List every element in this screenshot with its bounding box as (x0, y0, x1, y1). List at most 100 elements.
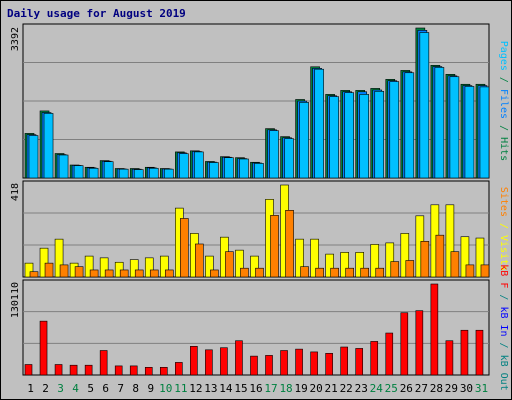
kb-bar-kb-f-day-3 (54, 364, 63, 376)
day-label-9: 9 (147, 382, 154, 395)
kb-bar-kb-f-day-23 (355, 348, 364, 376)
day-label-12: 12 (189, 382, 202, 395)
visits-bar-sites-day-13 (210, 269, 219, 278)
visits-bar-sites-day-14 (225, 251, 234, 278)
visits-bar-sites-day-15 (240, 267, 249, 278)
hits-bar-pages-day-20 (314, 68, 324, 179)
day-label-21: 21 (325, 382, 338, 395)
day-label-7: 7 (117, 382, 124, 395)
visits-bar-sites-day-17 (270, 215, 279, 278)
visits-bar-sites-day-18 (285, 210, 294, 278)
visits-bar-visits-day-13 (205, 255, 214, 278)
visits-bar-sites-day-22 (345, 267, 354, 278)
kb-bar-kb-f-day-22 (340, 346, 348, 376)
day-label-18: 18 (279, 382, 292, 395)
hits-bar-pages-day-25 (389, 81, 400, 179)
visits-ymax-label: 418 (10, 183, 21, 201)
hits-bar-pages-day-8 (133, 169, 144, 179)
hits-bar-pages-day-17 (269, 130, 279, 179)
kb-bar-kb-f-day-12 (190, 346, 198, 376)
kb-bar-kb-f-day-29 (445, 340, 454, 376)
kb-bar-kb-f-day-18 (280, 350, 288, 376)
day-label-5: 5 (87, 382, 94, 395)
kb-bar-kb-f-day-11 (175, 362, 183, 376)
hits-bar-pages-day-1 (28, 135, 39, 179)
kb-side-label-part: / (498, 288, 509, 306)
day-label-8: 8 (132, 382, 139, 395)
day-label-10: 10 (159, 382, 172, 395)
visits-side-label: Sites / Visits (498, 187, 509, 271)
day-label-26: 26 (400, 382, 413, 395)
day-label-15: 15 (234, 382, 247, 395)
hits-side-label-part: Files (498, 89, 509, 119)
visits-bar-visits-day-30 (460, 236, 470, 278)
hits-ymax-label: 3392 (10, 27, 21, 51)
visits-bar-visits-day-2 (39, 247, 49, 278)
hits-bar-pages-day-3 (58, 154, 69, 179)
visits-bar-visits-day-5 (84, 255, 94, 278)
visits-bar-sites-day-4 (74, 266, 84, 278)
day-label-3: 3 (57, 382, 64, 395)
visits-bar-sites-day-2 (44, 262, 54, 278)
hits-bar-pages-day-27 (419, 32, 430, 179)
kb-bar-kb-f-day-26 (400, 312, 409, 376)
visits-bar-sites-day-25 (390, 261, 400, 278)
visits-bar-visits-day-21 (325, 253, 334, 278)
visits-bar-visits-day-23 (355, 252, 365, 278)
hits-side-label: Pages / Files / Hits (498, 41, 509, 161)
day-label-19: 19 (294, 382, 307, 395)
hits-bar-pages-day-31 (479, 86, 490, 179)
visits-side-label-part: Visits (498, 235, 509, 271)
hits-side-label-part: / (498, 71, 509, 89)
hits-bar-pages-day-28 (434, 67, 445, 179)
visits-bar-sites-day-28 (435, 234, 445, 278)
kb-bar-kb-f-day-16 (250, 355, 258, 376)
hits-bar-pages-day-11 (179, 153, 189, 179)
hits-bar-pages-day-5 (88, 167, 99, 179)
kb-side-label-part: kB In (498, 306, 509, 336)
kb-bar-kb-f-day-1 (24, 364, 33, 376)
day-label-28: 28 (430, 382, 443, 395)
kb-bar-kb-f-day-21 (325, 353, 333, 376)
visits-bar-visits-day-3 (54, 238, 64, 278)
visits-bar-visits-day-19 (295, 238, 304, 278)
day-label-4: 4 (72, 382, 79, 395)
visits-bar-sites-day-21 (330, 267, 339, 278)
kb-bar-kb-f-day-13 (205, 349, 213, 376)
kb-bar-kb-f-day-15 (235, 340, 243, 376)
visits-bar-sites-day-1 (29, 271, 39, 278)
day-label-25: 25 (385, 382, 398, 395)
kb-side-label-part: kB Out (498, 355, 509, 391)
visits-bar-sites-day-3 (59, 264, 69, 278)
visits-bar-visits-day-31 (475, 237, 485, 278)
kb-bar-kb-f-day-6 (99, 350, 108, 376)
hits-bar-pages-day-30 (464, 86, 475, 179)
hits-bar-pages-day-4 (73, 165, 84, 179)
visits-bar-sites-day-23 (360, 267, 370, 278)
hits-bar-pages-day-21 (329, 96, 339, 179)
day-label-16: 16 (249, 382, 262, 395)
day-label-24: 24 (370, 382, 384, 395)
day-label-27: 27 (415, 382, 428, 395)
kb-bar-kb-f-day-10 (159, 367, 168, 376)
day-label-6: 6 (102, 382, 109, 395)
hits-side-label-part: Hits (498, 137, 509, 161)
visits-bar-sites-day-6 (104, 269, 114, 278)
hits-side-label-part: Pages (498, 41, 509, 71)
visits-bar-sites-day-30 (465, 264, 475, 278)
kb-bar-kb-f-day-17 (265, 355, 273, 376)
visits-bar-visits-day-10 (159, 255, 169, 278)
visits-bar-visits-day-24 (370, 244, 380, 278)
visits-bar-sites-day-31 (480, 264, 490, 278)
kb-bar-kb-f-day-25 (385, 332, 394, 376)
kb-bar-kb-f-day-9 (144, 367, 153, 376)
hits-bar-pages-day-13 (209, 162, 219, 179)
kb-bar-kb-f-day-24 (370, 341, 379, 376)
visits-bar-sites-day-16 (255, 267, 264, 278)
hits-bar-pages-day-7 (118, 168, 129, 179)
hits-bar-pages-day-15 (239, 158, 249, 179)
hits-bar-pages-day-26 (404, 72, 415, 179)
kb-bar-kb-f-day-30 (460, 329, 469, 376)
hits-bar-pages-day-9 (148, 167, 159, 179)
